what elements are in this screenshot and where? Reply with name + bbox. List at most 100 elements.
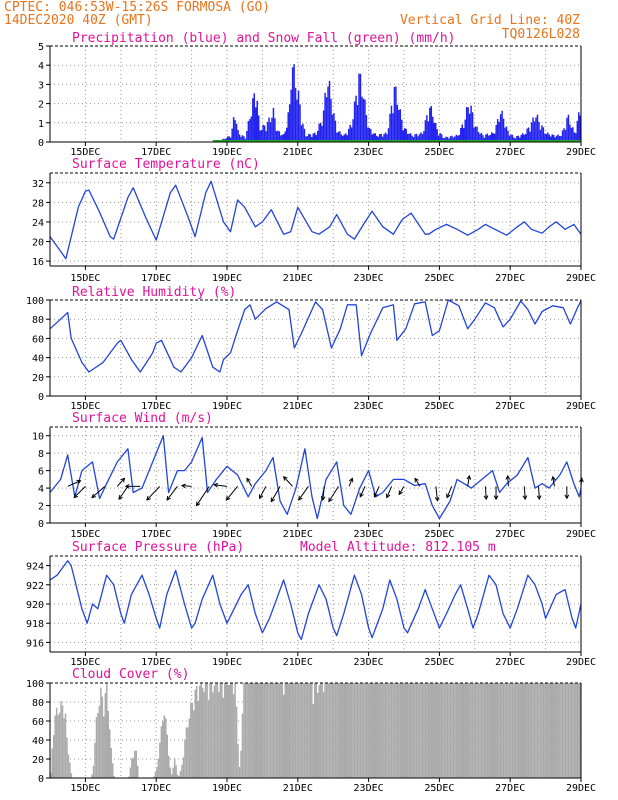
cloud-bar xyxy=(129,767,132,778)
x-tick-label: 19DEC xyxy=(212,529,242,540)
wind-vector xyxy=(146,486,161,501)
precip-bar xyxy=(350,127,353,142)
cloud-bar xyxy=(337,683,340,778)
wind-vector xyxy=(484,486,487,500)
cloud-bar xyxy=(160,726,163,778)
wind-vector-head xyxy=(373,492,378,498)
precip-bar xyxy=(560,135,562,142)
wind-vector-head xyxy=(536,495,542,501)
x-tick-label: 25DEC xyxy=(424,273,454,284)
precip-bar xyxy=(488,135,490,142)
precip-bar xyxy=(355,95,357,142)
precip-bar xyxy=(544,133,546,142)
precip-bar xyxy=(510,134,512,142)
cloud-bar xyxy=(507,683,509,778)
y-tick-label: 60 xyxy=(32,717,44,728)
wind-vector-head xyxy=(166,495,171,501)
precip-bar xyxy=(375,135,378,142)
precip-bar xyxy=(532,117,534,142)
cloud-bar xyxy=(362,683,365,778)
precip-bar xyxy=(570,127,573,142)
cloud-bar xyxy=(399,683,402,778)
cloud-bar xyxy=(303,683,306,778)
cloud-bar xyxy=(361,683,363,778)
cloud-bar xyxy=(501,683,503,778)
cloud-bar xyxy=(353,683,356,778)
cloud-bar xyxy=(554,683,556,778)
y-tick-label: 916 xyxy=(26,638,44,649)
wind-vector xyxy=(348,478,353,487)
cloud-bar xyxy=(334,683,337,778)
cloud-bar xyxy=(132,757,135,778)
cloud-bar xyxy=(94,742,96,778)
y-tick-label: 6 xyxy=(38,467,44,478)
wind-vector xyxy=(298,486,309,501)
wind-vector-head xyxy=(195,501,201,507)
precip-bar xyxy=(451,135,453,142)
cloud-bar xyxy=(188,718,191,778)
cloud-bar xyxy=(316,692,319,778)
precip-bar xyxy=(417,136,419,142)
precip-bar xyxy=(461,124,463,142)
cloud-bar xyxy=(339,683,341,778)
panel-title-wind: Surface Wind (m/s) xyxy=(72,411,213,426)
wind-vector xyxy=(226,486,239,501)
wind-vector-head xyxy=(118,495,123,501)
cloud-bar xyxy=(502,683,505,778)
precip-bar xyxy=(470,105,472,142)
cloud-bar xyxy=(467,683,469,778)
cloud-bar xyxy=(213,685,216,778)
series-line-humidity xyxy=(49,299,582,373)
precip-bar xyxy=(316,130,319,142)
precip-bar xyxy=(476,126,478,142)
cloud-bar xyxy=(182,757,185,778)
panel-humidity: Relative Humidity (%) 0 20 40 60 80 100 15DEC 17… xyxy=(26,285,596,412)
precip-bar xyxy=(437,135,440,142)
cloud-bar xyxy=(342,683,344,778)
cloud-bar xyxy=(406,683,409,778)
x-tick-label: 19DEC xyxy=(212,783,242,794)
precip-bar xyxy=(452,137,455,142)
precip-bar xyxy=(499,114,502,142)
cloud-bar xyxy=(545,683,548,778)
wind-vector-head xyxy=(320,496,326,501)
cloud-bar xyxy=(294,683,297,778)
cloud-bar xyxy=(197,700,199,778)
wind-vector xyxy=(73,485,86,498)
wind-vector xyxy=(373,486,380,497)
cloud-bar xyxy=(398,683,400,778)
precip-bar xyxy=(227,136,229,142)
precip-bar xyxy=(519,137,521,142)
precip-bar xyxy=(414,134,416,142)
cloud-bar xyxy=(69,762,71,778)
cloud-bar xyxy=(256,683,258,778)
cloud-bar xyxy=(350,683,353,778)
wind-vector xyxy=(435,486,438,501)
precip-bar xyxy=(312,133,315,142)
precip-bar xyxy=(575,133,577,142)
x-tick-label: 15DEC xyxy=(70,273,100,284)
precip-bar xyxy=(439,132,441,142)
cloud-bar xyxy=(458,683,461,778)
cloud-bar xyxy=(359,683,362,778)
x-tick-label: 15DEC xyxy=(70,401,100,412)
panel-temperature: Surface Temperature (nC) 16 20 24 28 32 15DEC 1… xyxy=(32,157,596,284)
precip-bar xyxy=(362,98,365,142)
precip-bar xyxy=(384,132,387,142)
header-vertical-grid: Vertical Grid Line: 40Z xyxy=(400,13,580,28)
cloud-bar xyxy=(395,683,397,778)
precip-bar xyxy=(418,134,421,142)
cloud-bar xyxy=(312,703,315,778)
precip-bar xyxy=(235,123,238,142)
cloud-bar xyxy=(241,713,244,778)
precip-bar xyxy=(424,120,427,142)
cloud-bar xyxy=(371,683,374,778)
cloud-bar xyxy=(572,683,574,778)
cloud-bar xyxy=(321,683,323,778)
cloud-bar xyxy=(496,683,499,778)
cloud-bar xyxy=(455,683,458,778)
precip-bar xyxy=(564,129,567,142)
header-model: TQ0126L028 xyxy=(502,27,580,42)
precip-bar xyxy=(489,134,492,142)
cloud-bar xyxy=(367,683,369,778)
